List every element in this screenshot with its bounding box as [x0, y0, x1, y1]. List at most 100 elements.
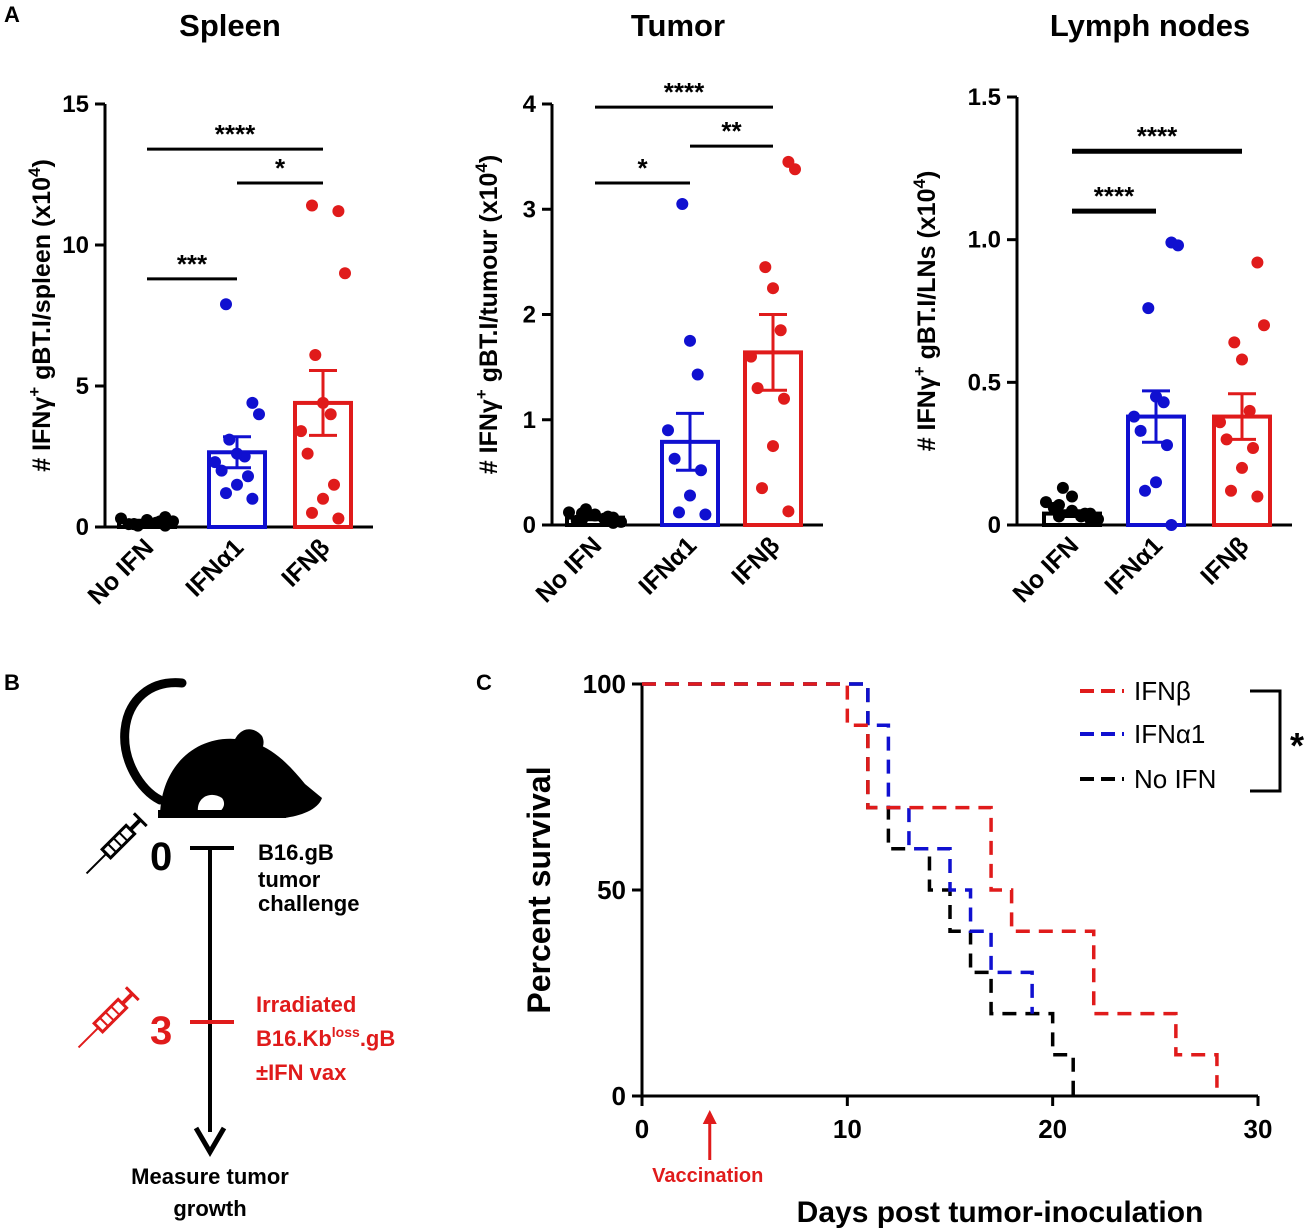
spleen-data-point	[242, 470, 254, 483]
lymph-data-point	[1128, 410, 1140, 423]
chart-spleen: Spleen # IFNγ+ gBT.I/spleen (x104) 0 5 10 15 N…	[25, 8, 373, 610]
legend-label: IFNα1	[1134, 719, 1205, 749]
schematic-panel: 0 B16.gB tumor challenge 3 Irradiated B1…	[77, 678, 395, 1221]
spleen-data-point	[317, 396, 329, 409]
step-0-label-2: tumor	[258, 867, 321, 892]
spleen-data-point	[317, 492, 329, 505]
spleen-data-point	[306, 199, 318, 212]
spleen-data-point	[223, 433, 236, 446]
chart-lymph: Lymph nodes # IFNγ+ gBT.I/LNs (x104) 0 0.5 1…	[910, 8, 1292, 608]
spleen-data-point	[128, 518, 140, 531]
lymph-data-point	[1220, 433, 1233, 446]
spleen-x-tick-label: No IFN	[82, 533, 159, 610]
survival-line-noifn	[642, 682, 1075, 1096]
lymph-data-point	[1150, 476, 1162, 489]
lymph-x-tick-label: IFNβ	[1195, 531, 1254, 590]
survival-line-ifn1	[642, 682, 1034, 1014]
survival-x-tick-label: 10	[833, 1114, 862, 1144]
spleen-y-tick-label: 10	[62, 232, 89, 259]
chart-survival: 0 50 100 0 10 20 30 Days post tumor-inoculation…	[521, 669, 1304, 1229]
panel-letter-c: C	[476, 670, 492, 695]
legend-significance: *	[1290, 725, 1304, 766]
lymph-data-point	[1251, 256, 1264, 269]
tumor-title: Tumor	[631, 8, 725, 43]
lymph-y-tick-label: 0.5	[968, 369, 1001, 396]
survival-x-tick-label: 0	[635, 1114, 649, 1144]
tumor-ylabel: # IFNγ+ gBT.I/tumour (x104)	[472, 155, 503, 474]
spleen-data-point	[246, 396, 259, 409]
lymph-ylabel-sup: +	[910, 366, 929, 376]
lymph-ylabel-part: # IFNγ	[913, 376, 941, 451]
lymph-data-point	[1228, 336, 1241, 349]
tumor-data-point	[782, 505, 795, 518]
legend-label: IFNβ	[1134, 676, 1191, 706]
lymph-ylabel-sup: 4	[910, 179, 929, 189]
lymph-x-tick-label: IFNα1	[1099, 531, 1168, 600]
tumor-data-point	[756, 482, 768, 495]
tumor-ylabel-part: gBT.I/tumour (x10	[475, 173, 503, 390]
spleen-data-point	[231, 447, 243, 460]
lymph-x-tick-label: No IFN	[1007, 531, 1084, 608]
step-0-label-1: B16.gB	[258, 840, 334, 865]
lymph-data-point	[1161, 439, 1173, 452]
legend-bracket	[1250, 689, 1282, 793]
survival-line-ifn	[642, 682, 1219, 1088]
tumor-data-point	[695, 464, 707, 477]
tumor-data-point	[598, 512, 611, 525]
tumor-ylabel-part: # IFNγ	[475, 399, 503, 474]
legend-label: No IFN	[1134, 764, 1216, 794]
lymph-data-point	[1075, 510, 1088, 523]
step-3-day: 3	[150, 1009, 172, 1053]
survival-y-label: Percent survival	[521, 766, 557, 1013]
tumor-data-point	[676, 197, 689, 210]
spleen-x-tick-label: IFNβ	[276, 533, 335, 592]
lymph-data-point	[1056, 481, 1069, 494]
tumor-sig-label: *	[637, 153, 648, 183]
survival-y-tick-label: 100	[583, 669, 626, 699]
step-3-label-1: Irradiated	[256, 992, 356, 1017]
tumor-data-point	[751, 382, 764, 395]
lymph-ylabel: # IFNγ+ gBT.I/LNs (x104)	[910, 171, 941, 452]
spleen-sig-label: ****	[215, 119, 256, 149]
spleen-data-point	[231, 478, 243, 491]
spleen-data-point	[332, 512, 345, 525]
spleen-data-point	[150, 516, 163, 529]
tumor-data-point	[576, 507, 588, 520]
spleen-ylabel-part: gBT.I/spleen (x10	[28, 177, 56, 387]
spleen-sig-label: ***	[177, 249, 208, 279]
step-3-label-3: ±IFN vax	[256, 1060, 347, 1085]
tumor-data-point	[767, 440, 779, 453]
tumor-ylabel-sup: +	[472, 389, 491, 399]
tumor-ylabel-part: )	[475, 155, 503, 163]
tumor-x-tick-label: IFNα1	[633, 531, 702, 600]
panel-letter-b: B	[4, 670, 20, 695]
lymph-ylabel-part: gBT.I/LNs (x10	[913, 189, 941, 367]
tumor-data-point	[774, 324, 787, 337]
survival-x-label: Days post tumor-inoculation	[797, 1196, 1204, 1229]
spleen-ylabel-sup: 4	[25, 167, 44, 177]
tumor-data-point	[745, 350, 757, 363]
spleen-y-tick-label: 5	[76, 373, 89, 400]
timeline-arrow-icon	[193, 1126, 227, 1157]
spleen-data-point	[324, 408, 337, 421]
tumor-y-tick-label: 2	[523, 302, 536, 329]
tumor-ylabel-sup: 4	[472, 163, 491, 173]
tumor-data-point	[563, 506, 575, 519]
lymph-data-point	[1066, 504, 1078, 517]
spleen-data-point	[220, 487, 232, 500]
spleen-data-point	[309, 348, 322, 361]
tumor-data-point	[759, 261, 772, 274]
step-0-day: 0	[150, 835, 172, 879]
tumor-data-point	[589, 509, 601, 522]
panel-letter-a: A	[4, 2, 20, 27]
spleen-x-tick-label: IFNα1	[180, 533, 249, 602]
spleen-data-point	[301, 447, 314, 460]
lymph-data-point	[1236, 353, 1248, 366]
lymph-data-point	[1251, 490, 1264, 503]
tumor-y-tick-label: 4	[523, 91, 537, 118]
syringe-icon	[85, 812, 148, 875]
lymph-y-tick-label: 0	[988, 512, 1001, 539]
lymph-data-point	[1084, 507, 1097, 520]
tumor-y-tick-label: 0	[523, 512, 536, 539]
tumor-data-point	[767, 282, 779, 295]
